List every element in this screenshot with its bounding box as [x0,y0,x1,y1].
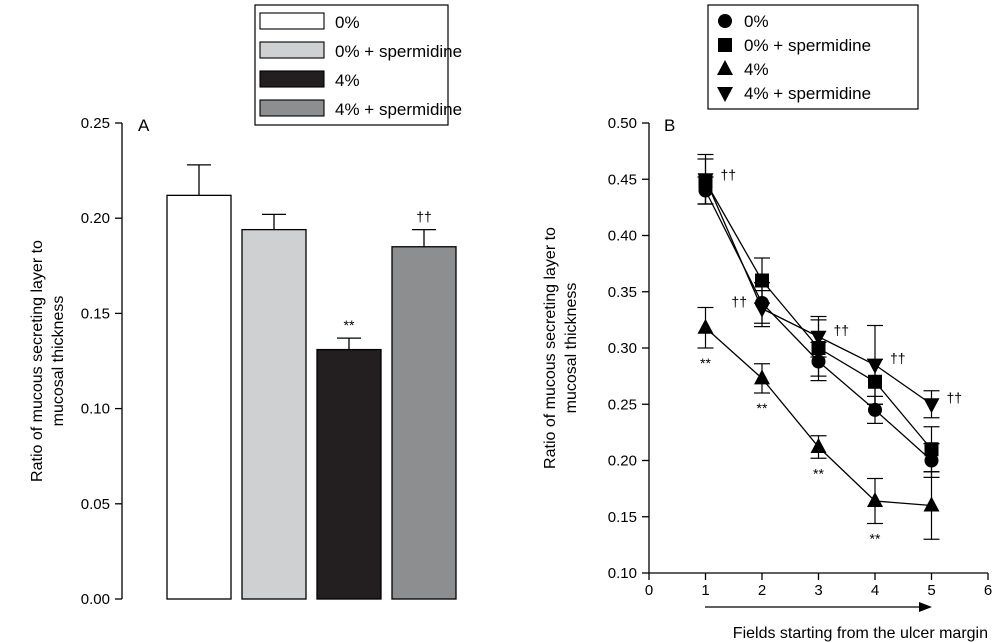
data-point [810,330,827,346]
significance-label-b: †† [731,294,747,310]
panel-letter-a: A [138,116,150,135]
significance-label-a: †† [416,209,432,225]
legend-marker-b [717,87,733,102]
series-b [697,153,940,540]
y-tick-label-b: 0.35 [608,284,637,301]
y-ticks-a: 0.00 0.05 0.10 0.15 0.20 0.25 [81,115,122,608]
y-tick-label-b: 0.30 [608,340,637,357]
significance-label-a: ** [344,317,355,333]
x-tick-label-b: 5 [927,582,935,599]
data-point [924,442,939,457]
data-point [924,453,939,468]
bar [316,348,382,600]
y-tick-label-b: 0.20 [608,453,637,470]
bars-a: ** †† [166,164,457,600]
legend-box-b [707,4,919,110]
y-axis-label-a-line1: Ratio of mucous secreting layer to [29,240,46,482]
y-tick-label-b: 0.25 [608,396,637,413]
data-point [867,492,883,507]
data-point [868,402,882,417]
data-point [697,173,714,189]
legend-label-b: 0% [744,12,769,31]
data-point [754,369,770,385]
data-point [923,496,940,512]
x-tick-label-b: 1 [701,582,709,599]
data-point [811,354,826,369]
significance-label-b: ** [700,355,711,371]
y-tick-label-a: 0.25 [81,115,110,132]
y-tick-label-a: 0.10 [81,401,110,418]
y-tick-label-b: 0.50 [608,115,637,132]
y-axis-label-b-line1: Ratio of mucous secreting layer to [542,227,559,469]
data-point [867,358,883,374]
legend-label-b: 4% [744,60,769,79]
significance-label-b: ** [757,400,768,416]
y-ticks-b: 0.10 0.15 0.20 0.25 0.30 0.35 0.40 0.45 0.50 [608,115,649,582]
annotations-b: †† †† †† †† †† ** ** ** ** [700,167,962,547]
legend-label-b: 4% + spermidine [744,84,871,103]
panel-letter-b: B [664,116,675,135]
x-ticks-b: 0 1 2 3 4 5 6 [645,573,992,599]
x-direction-arrow [705,602,932,612]
significance-label-b: ** [813,465,824,481]
significance-label-b: †† [947,389,963,405]
data-point [810,438,827,453]
significance-label-b: †† [721,167,737,183]
bar [391,246,457,600]
legend-a: 0% 0% + spermidine 4% 4% + spermidine [254,4,462,126]
legend-label-a: 0% + spermidine [335,42,462,61]
x-axis-label-b: Fields starting from the ulcer margin [733,625,988,642]
data-point [754,302,770,318]
legend-b: 0% 0% + spermidine 4% 4% + spermidine [707,4,919,110]
x-tick-label-b: 0 [645,582,653,599]
legend-swatch-a [259,70,325,88]
y-tick-label-a: 0.00 [81,591,110,608]
legend-swatch-a [259,12,325,30]
y-tick-label-a: 0.05 [81,496,110,513]
legend-label-b: 0% + spermidine [744,36,871,55]
legend-swatch-a [259,41,325,59]
x-tick-label-b: 3 [814,582,822,599]
significance-label-b: †† [890,350,906,366]
x-tick-label-b: 4 [871,582,879,599]
significance-label-b: †† [834,322,850,338]
data-point [755,273,769,288]
bar [166,194,232,600]
y-tick-label-b: 0.45 [608,171,637,188]
x-tick-label-b: 2 [758,582,766,599]
data-point [811,341,826,355]
series-line [704,181,932,450]
legend-swatch-a [259,99,325,117]
y-axis-label-b-line2: mucosal thickness [563,283,580,414]
legend-marker-b [717,60,733,75]
legend-marker-b [718,14,732,28]
legend-label-a: 0% [335,13,360,32]
y-tick-label-b: 0.15 [608,509,637,526]
y-tick-label-b: 0.10 [608,565,637,582]
legend-marker-b [718,38,732,52]
significance-label-b: ** [870,531,881,547]
data-point [923,398,940,414]
legend-label-a: 4% [335,71,360,90]
x-tick-label-b: 6 [984,582,992,599]
y-axis-label-a-line2: mucosal thickness [50,296,67,427]
y-tick-label-a: 0.20 [81,210,110,227]
y-tick-label-b: 0.40 [608,228,637,245]
y-tick-label-a: 0.15 [81,305,110,322]
legend-label-a: 4% + spermidine [335,100,462,119]
bar [241,228,307,600]
data-point [868,374,882,389]
data-point [697,318,714,334]
